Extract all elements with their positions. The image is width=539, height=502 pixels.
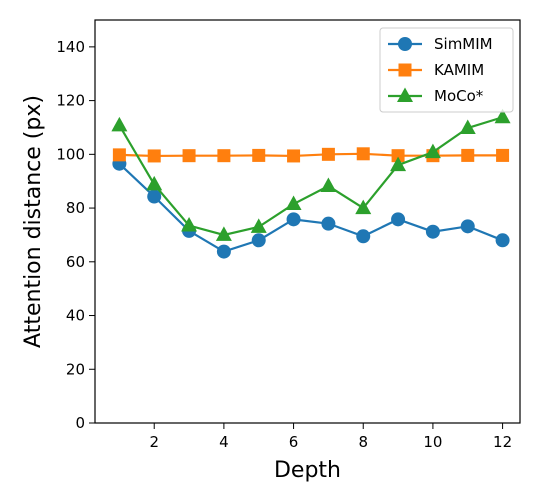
series-line — [118, 162, 503, 253]
y-tick-label: 40 — [66, 307, 85, 325]
series-moco — [111, 108, 511, 241]
data-point — [250, 218, 267, 233]
series-simmim — [112, 156, 510, 259]
data-point — [287, 149, 301, 163]
data-point — [252, 148, 266, 162]
data-point — [459, 119, 476, 135]
data-point — [460, 219, 475, 234]
data-point — [321, 147, 335, 161]
x-tick-label: 6 — [289, 433, 299, 451]
data-point — [391, 212, 406, 227]
y-axis-title: Attention distance (px) — [21, 95, 46, 348]
y-tick-label: 60 — [66, 253, 85, 271]
data-point — [461, 148, 475, 162]
series-layer — [111, 108, 511, 259]
data-point — [181, 217, 198, 232]
legend: SimMIM KAMIM MoCo* — [379, 27, 514, 113]
data-point — [285, 195, 302, 211]
data-point — [424, 143, 441, 159]
x-tick-label: 12 — [493, 433, 512, 451]
legend-marker — [398, 63, 412, 77]
x-tick-label: 4 — [219, 433, 229, 451]
data-point — [391, 149, 405, 163]
y-tick-label: 140 — [56, 38, 85, 56]
x-tick-label: 2 — [149, 433, 159, 451]
data-point — [147, 189, 162, 204]
legend-marker — [397, 87, 413, 102]
legend-marker — [398, 37, 412, 51]
data-point — [494, 108, 511, 124]
y-tick-label: 0 — [75, 414, 85, 432]
data-point — [111, 116, 128, 132]
data-point — [217, 149, 231, 163]
data-point — [147, 149, 161, 163]
data-point — [182, 149, 196, 163]
data-point — [356, 229, 371, 244]
y-tick-label: 100 — [56, 145, 85, 163]
data-point — [215, 226, 232, 241]
legend-item: KAMIM — [388, 61, 484, 79]
legend-box — [379, 27, 514, 113]
data-point — [251, 233, 266, 248]
data-point — [496, 148, 510, 162]
series-line — [119, 152, 503, 158]
y-tick-label: 120 — [56, 92, 85, 110]
legend-item: SimMIM — [388, 35, 493, 53]
data-point — [320, 177, 337, 193]
y-tick-label: 20 — [66, 360, 85, 378]
x-axis: 2 4 6 8 10 12 — [149, 423, 512, 451]
x-axis-title: Depth — [274, 458, 341, 483]
data-point — [216, 244, 231, 259]
data-point — [356, 147, 370, 161]
plot-frame — [94, 19, 521, 424]
series-line — [118, 116, 503, 237]
data-point — [390, 156, 407, 172]
legend-label: MoCo* — [434, 87, 484, 105]
x-tick-label: 10 — [423, 433, 442, 451]
y-tick-label: 80 — [66, 199, 85, 217]
data-point — [286, 212, 301, 227]
data-point — [321, 216, 336, 231]
y-axis: 0 20 40 60 80 100 120 140 — [56, 38, 95, 432]
legend-label: SimMIM — [434, 35, 493, 53]
series-kamim — [112, 147, 510, 163]
data-point — [425, 224, 440, 239]
data-point — [146, 175, 163, 191]
data-point — [355, 199, 372, 215]
data-point — [112, 148, 126, 162]
legend-label: KAMIM — [434, 61, 484, 79]
data-point — [495, 233, 510, 248]
legend-item: MoCo* — [388, 87, 484, 105]
x-tick-label: 8 — [358, 433, 368, 451]
